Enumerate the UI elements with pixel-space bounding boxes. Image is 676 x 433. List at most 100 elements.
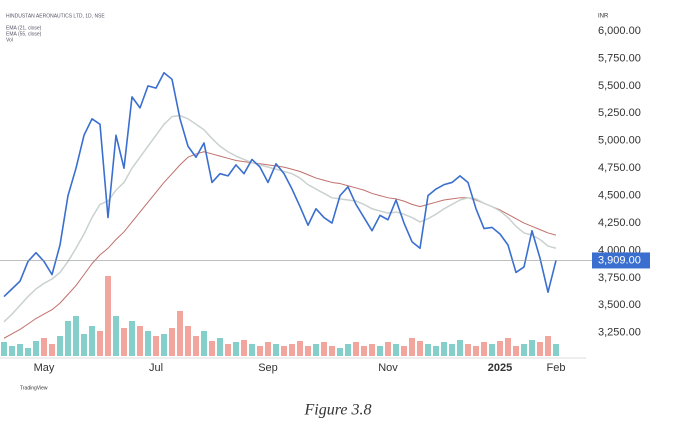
y-tick-label: 4,250.00: [598, 217, 641, 229]
volume-bar: [481, 342, 487, 356]
volume-bar: [233, 342, 239, 356]
volume-bar: [505, 338, 511, 356]
volume-bar: [385, 342, 391, 356]
legend-entry: Vol: [6, 37, 13, 43]
chart-title: HINDUSTAN AERONAUTICS LTD, 1D, NSE: [6, 13, 105, 19]
volume-bar: [17, 344, 23, 356]
volume-bar: [41, 338, 47, 356]
last-price-box: [592, 252, 650, 269]
volume-bar: [81, 334, 87, 356]
x-tick-label: Nov: [378, 362, 398, 374]
volume-bar: [457, 340, 463, 356]
y-tick-label: 5,500.00: [598, 80, 641, 92]
volume-bar: [57, 336, 63, 356]
volume-bar: [321, 342, 327, 356]
volume-bar: [433, 346, 439, 356]
volume-bar: [89, 326, 95, 356]
x-tick-label: Sep: [258, 362, 278, 374]
volume-bar: [9, 346, 15, 356]
caption: Figure 3.8: [304, 402, 372, 419]
y-tick-label: 5,750.00: [598, 52, 641, 64]
volume-bar: [177, 311, 183, 356]
volume-bar: [289, 344, 295, 356]
volume-bar: [521, 344, 527, 356]
volume-bar: [529, 340, 535, 356]
volume-bar: [393, 344, 399, 356]
volume-bar: [553, 344, 559, 356]
last-price-label: 3,909.00: [598, 254, 641, 266]
legend-entry: EMA (55, close): [6, 31, 42, 37]
watermark: TradingView: [20, 385, 48, 391]
x-tick-label: Jul: [149, 362, 163, 374]
volume-bar: [425, 344, 431, 356]
volume-bar: [73, 316, 79, 356]
series-line: [3, 114, 557, 323]
y-tick-label: 5,250.00: [598, 107, 641, 119]
volume-bar: [513, 346, 519, 356]
volume-bar: [193, 336, 199, 356]
legend-entry: EMA (21, close): [6, 25, 42, 31]
volume-bar: [161, 334, 167, 356]
volume-bar: [417, 341, 423, 356]
y-tick-label: 4,500.00: [598, 190, 641, 202]
volume-bar: [305, 346, 311, 356]
volume-bar: [265, 342, 271, 356]
volume-bar: [377, 346, 383, 356]
y-tick-label: 3,500.00: [598, 299, 641, 311]
x-tick-label: May: [34, 362, 55, 374]
volume-bar: [337, 348, 343, 356]
volume-bar: [49, 344, 55, 356]
volume-bar: [113, 316, 119, 356]
y-tick-label: 3,750.00: [598, 272, 641, 284]
volume-bar: [1, 342, 7, 356]
volume-bar: [545, 336, 551, 356]
volume-bar: [105, 276, 111, 356]
volume-bar: [185, 326, 191, 356]
y-tick-label: 3,250.00: [598, 327, 641, 339]
volume-bar: [297, 341, 303, 356]
volume-bar: [473, 346, 479, 356]
volume-bar: [169, 328, 175, 356]
volume-bar: [329, 346, 335, 356]
volume-bar: [489, 344, 495, 356]
volume-bar: [273, 344, 279, 356]
volume-bar: [225, 344, 231, 356]
volume-bar: [25, 348, 31, 356]
series-line: [3, 71, 557, 298]
volume-bar: [281, 346, 287, 356]
volume-bar: [465, 344, 471, 356]
volume-bar: [369, 344, 375, 356]
volume-bar: [345, 344, 351, 356]
volume-bar: [313, 344, 319, 356]
volume-bar: [249, 344, 255, 356]
volume-bar: [145, 331, 151, 356]
y-tick-label: 4,750.00: [598, 162, 641, 174]
volume-bar: [65, 321, 71, 356]
volume-bar: [121, 328, 127, 356]
volume-bar: [209, 341, 215, 356]
volume-bar: [129, 321, 135, 356]
series-line: [3, 151, 557, 339]
volume-bar: [537, 342, 543, 356]
volume-bar: [33, 341, 39, 356]
volume-bar: [153, 336, 159, 356]
y-tick-label: 6,000.00: [598, 25, 641, 37]
volume-bar: [409, 338, 415, 356]
volume-bar: [449, 344, 455, 356]
x-tick-label: Feb: [547, 362, 566, 374]
volume-bar: [201, 331, 207, 356]
volume-bar: [137, 326, 143, 356]
y-tick-label: 5,000.00: [598, 135, 641, 147]
volume-bar: [401, 346, 407, 356]
volume-bar: [497, 341, 503, 356]
volume-bar: [241, 340, 247, 356]
volume-bar: [353, 342, 359, 356]
volume-bar: [97, 331, 103, 356]
volume-bar: [217, 338, 223, 356]
x-tick-label: 2025: [488, 362, 512, 374]
volume-bar: [361, 346, 367, 356]
volume-bar: [257, 346, 263, 356]
currency: INR: [598, 14, 609, 20]
volume-bar: [441, 342, 447, 356]
